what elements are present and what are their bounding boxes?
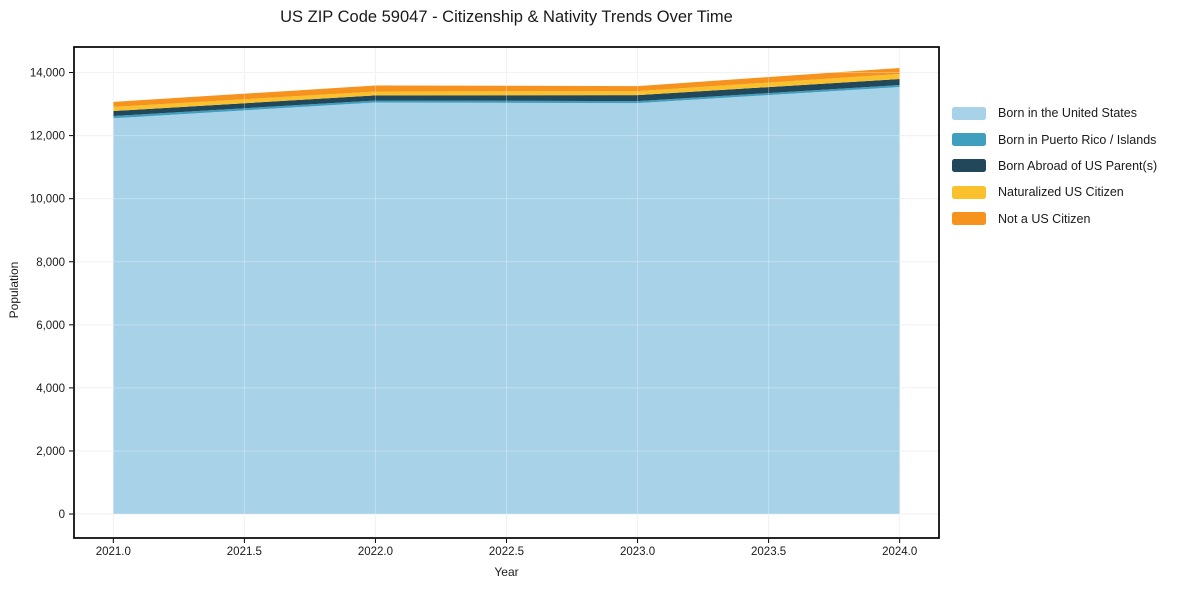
area-series: [113, 84, 900, 119]
y-axis-label: Population: [7, 261, 21, 319]
x-tick-label: 2021.0: [96, 546, 131, 558]
legend-swatch-not-citizen-icon: [952, 212, 986, 226]
legend-swatch-puerto-rico-icon: [952, 133, 986, 147]
y-tick-label: 2,000: [36, 446, 65, 458]
chart-title: US ZIP Code 59047 - Citizenship & Nativi…: [280, 8, 733, 26]
legend-item: Born in Puerto Rico / Islands: [952, 126, 1157, 152]
x-tick-label: 2022.0: [358, 546, 393, 558]
legend-item: Born Abroad of US Parent(s): [952, 153, 1157, 179]
area-series: [113, 67, 900, 107]
legend-swatch-naturalized-icon: [952, 185, 986, 199]
y-tick-label: 4,000: [36, 383, 65, 395]
legend-item: Born in the United States: [952, 100, 1157, 126]
x-tick-label: 2022.5: [489, 546, 524, 558]
y-tick-label: 0: [59, 509, 65, 521]
y-tick-label: 10,000: [30, 194, 65, 206]
x-axis-label: Year: [494, 565, 519, 579]
legend-label: Naturalized US Citizen: [998, 185, 1124, 200]
x-tick-label: 2023.5: [751, 546, 786, 558]
legend: Born in the United States Born in Puerto…: [952, 100, 1157, 232]
legend-item: Not a US Citizen: [952, 206, 1157, 232]
legend-label: Not a US Citizen: [998, 211, 1091, 226]
area-series: [113, 73, 900, 112]
y-tick-label: 14,000: [30, 68, 65, 80]
x-tick-label: 2023.0: [620, 546, 655, 558]
axes-frame: [73, 46, 940, 539]
legend-swatch-born-abroad-icon: [952, 159, 986, 173]
y-tick-label: 12,000: [30, 131, 65, 143]
legend-swatch-born-us-icon: [952, 106, 986, 120]
y-tick-label: 8,000: [36, 257, 65, 269]
legend-label: Born in Puerto Rico / Islands: [998, 132, 1157, 147]
area-series: [113, 87, 900, 515]
x-tick-label: 2021.5: [227, 546, 262, 558]
area-series: [113, 79, 900, 117]
x-tick-label: 2024.0: [882, 546, 917, 558]
legend-item: Naturalized US Citizen: [952, 179, 1157, 205]
legend-label: Born in the United States: [998, 106, 1137, 121]
y-tick-label: 6,000: [36, 320, 65, 332]
legend-label: Born Abroad of US Parent(s): [998, 158, 1158, 173]
